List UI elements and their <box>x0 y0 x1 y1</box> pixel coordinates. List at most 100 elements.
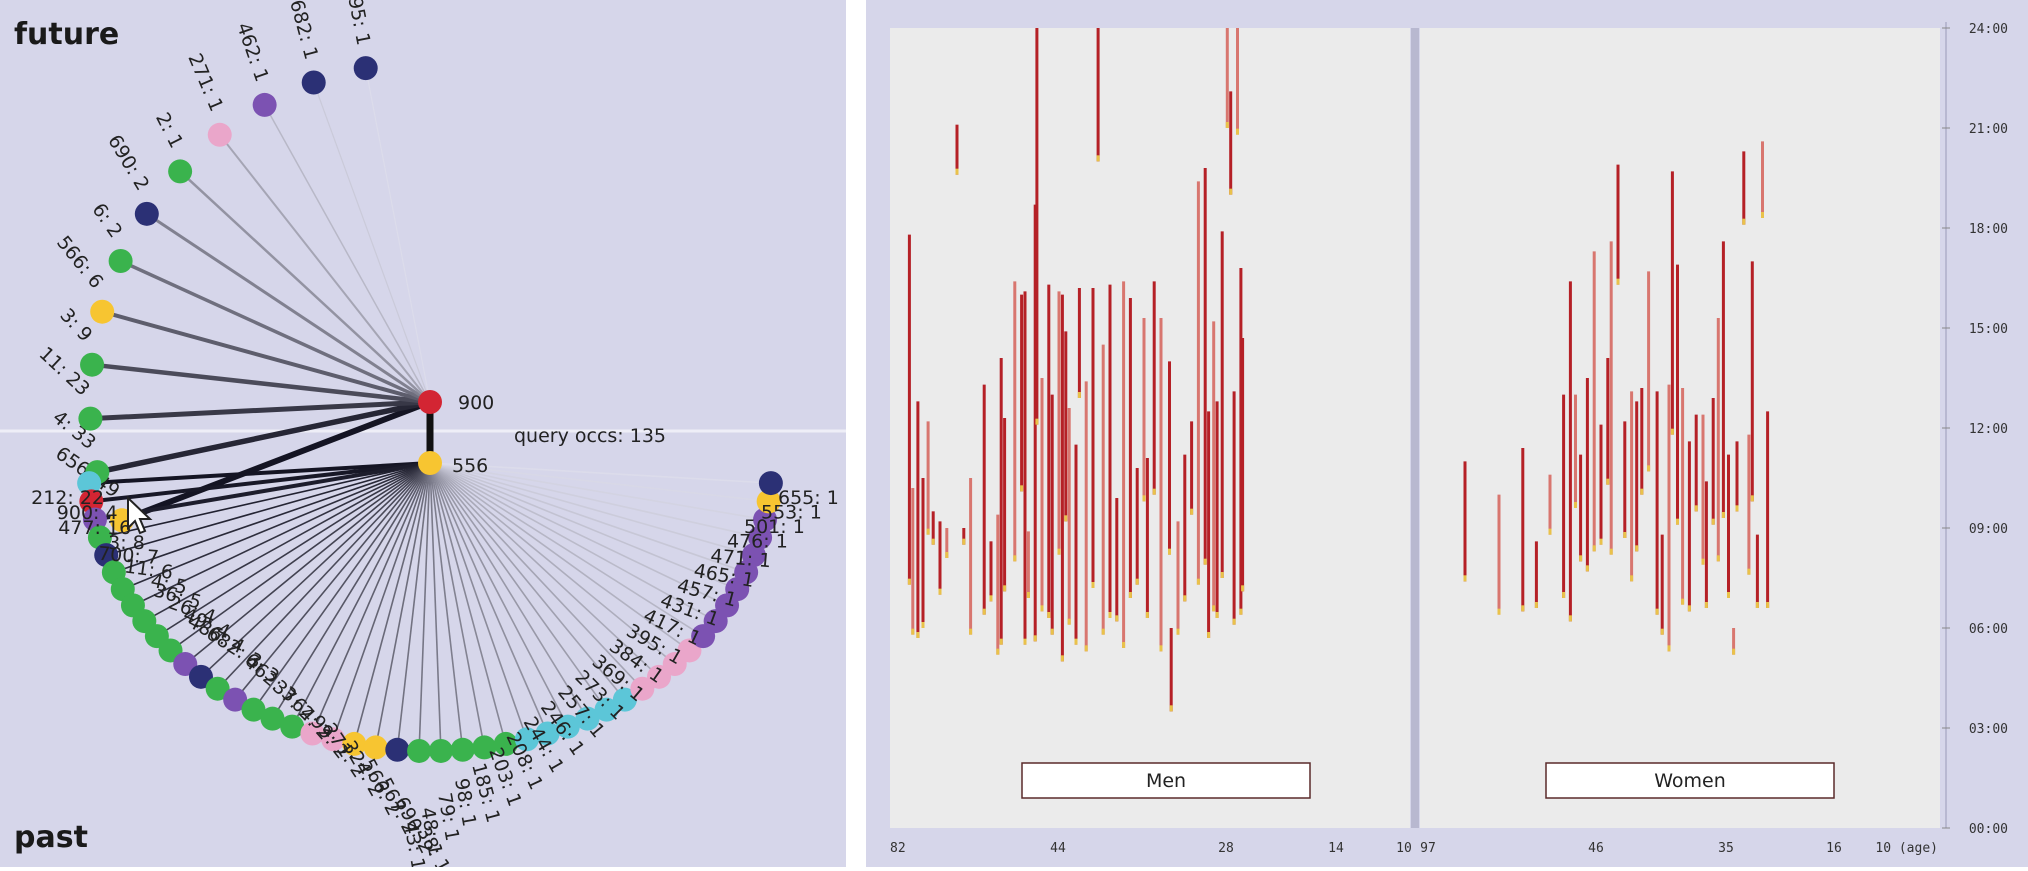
future-node[interactable] <box>252 92 277 117</box>
past-edge <box>271 462 431 720</box>
past-edge <box>184 462 431 665</box>
past-edge <box>429 462 771 484</box>
x-tick-label: 35 <box>1718 841 1734 856</box>
past-edge <box>429 462 507 745</box>
past-node[interactable] <box>363 735 388 760</box>
future-node-label: 682: 1 <box>285 0 322 62</box>
past-node[interactable] <box>223 687 248 712</box>
future-edge <box>263 104 431 403</box>
past-edge <box>429 462 738 590</box>
future-edge <box>119 259 431 404</box>
past-edge <box>311 462 431 734</box>
center-node-556[interactable] <box>418 451 442 475</box>
men-label-box <box>1021 762 1311 799</box>
query-occs-label: query occs: 135 <box>514 425 666 447</box>
future-node[interactable] <box>90 299 115 324</box>
past-edge <box>429 462 643 690</box>
past-edge <box>429 462 766 521</box>
past-edge <box>156 462 431 637</box>
future-node[interactable] <box>108 249 133 274</box>
future-node[interactable] <box>301 70 326 95</box>
past-label-right: 471: 1 <box>710 545 772 572</box>
past-edge <box>429 462 608 711</box>
past-label-right: 501: 1 <box>744 516 805 538</box>
past-node[interactable] <box>79 489 104 514</box>
future-edge <box>101 309 431 404</box>
past-node[interactable] <box>188 664 213 689</box>
past-edge <box>170 462 431 652</box>
past-edge <box>429 462 528 740</box>
past-edge <box>291 462 431 727</box>
past-edge <box>429 462 549 734</box>
y-tick-label: 21:00 <box>1969 122 2008 137</box>
past-edge <box>429 462 626 701</box>
y-tick-label: 06:00 <box>1969 622 2008 637</box>
past-edge <box>89 461 431 486</box>
past-node[interactable] <box>428 738 453 763</box>
timeline-chart-view: 00:00 03:00 06:00 09:00 12:00 15:00 18:00 21:00… <box>866 0 2028 867</box>
past-node[interactable] <box>260 706 285 731</box>
past-node[interactable] <box>555 714 580 739</box>
future-node[interactable] <box>134 201 159 226</box>
past-label-right: 655: 1 <box>778 487 839 509</box>
past-edge <box>418 462 431 751</box>
radial-sequence-view: future past 656: 49 4: 33 11: 23 3: 9 566: 6… <box>0 0 846 871</box>
center-node-900[interactable] <box>418 390 442 414</box>
past-node[interactable] <box>280 714 305 739</box>
past-node[interactable] <box>535 721 560 746</box>
y-tick-label: 00:00 <box>1969 822 2008 837</box>
future-edge <box>179 170 431 403</box>
past-edge <box>429 462 442 751</box>
past-node[interactable] <box>472 735 497 760</box>
center-top-label: 900 <box>458 392 494 414</box>
past-node[interactable] <box>575 706 600 731</box>
past-edge <box>106 462 431 556</box>
past-edge <box>122 462 431 590</box>
past-label-right: 553: 1 <box>761 502 822 524</box>
past-edge <box>252 462 431 711</box>
past-node[interactable] <box>753 507 778 532</box>
future-edge <box>120 399 432 524</box>
past-node[interactable] <box>205 676 230 701</box>
past-node[interactable] <box>612 687 637 712</box>
future-node-label: 695: 1 <box>341 0 374 47</box>
future-node[interactable] <box>78 406 103 431</box>
future-node[interactable] <box>353 56 378 81</box>
past-edge <box>143 462 431 622</box>
past-node[interactable] <box>758 471 783 496</box>
past-node[interactable] <box>756 489 781 514</box>
past-node[interactable] <box>450 737 475 762</box>
future-node-label: 271: 1 <box>183 50 227 115</box>
past-edge <box>429 462 690 652</box>
past-node[interactable] <box>300 721 325 746</box>
past-edge <box>234 462 431 701</box>
y-tick-label: 24:00 <box>1969 22 2008 37</box>
past-node[interactable] <box>385 737 410 762</box>
past-node[interactable] <box>514 727 539 752</box>
women-bars <box>1463 141 1770 655</box>
y-tick-label: 03:00 <box>1969 722 2008 737</box>
past-node[interactable] <box>407 738 432 763</box>
future-node-label: 462: 1 <box>232 20 273 85</box>
mouse-cursor-icon <box>127 495 153 535</box>
past-label-left: 900: 4 <box>57 502 118 524</box>
past-node[interactable] <box>342 731 367 756</box>
past-node[interactable] <box>630 676 655 701</box>
x-tick-label: 82 <box>890 841 906 856</box>
future-node[interactable] <box>207 122 232 147</box>
past-edge <box>429 462 769 503</box>
past-label-right: 476: 1 <box>727 531 788 553</box>
men-plot-area <box>890 28 1410 828</box>
past-node[interactable] <box>594 697 619 722</box>
past-label: past <box>14 820 88 855</box>
past-node[interactable] <box>321 727 346 752</box>
past-node[interactable] <box>493 731 518 756</box>
past-edge <box>429 462 728 607</box>
past-node[interactable] <box>241 697 266 722</box>
past-node[interactable] <box>77 471 102 496</box>
future-node[interactable] <box>168 159 193 184</box>
past-edge <box>99 462 431 539</box>
future-node[interactable] <box>80 352 105 377</box>
women-plot-area <box>1420 28 1940 828</box>
